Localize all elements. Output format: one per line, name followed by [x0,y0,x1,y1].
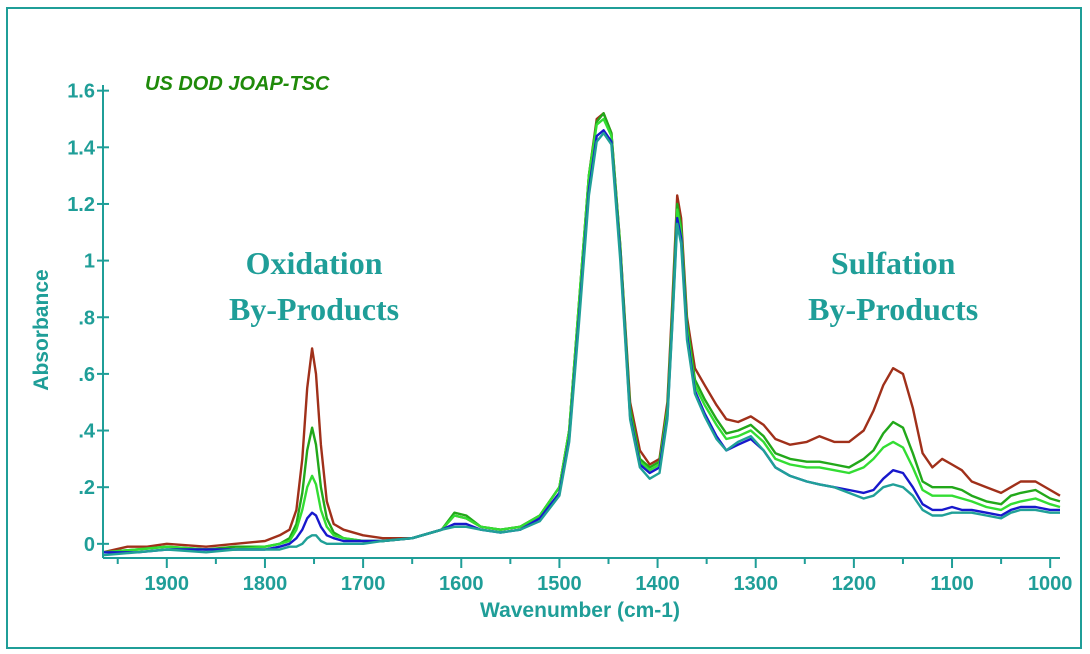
y-tick-label: 0 [84,534,95,556]
x-tick-label: 1600 [439,573,484,595]
x-tick-label: 1300 [733,573,778,595]
x-tick-label: 1200 [832,573,877,595]
spectrum-series-line-2 [102,112,1061,554]
x-tick-label: 1100 [930,573,973,595]
y-tick-label: 1 [84,251,95,273]
ticks-layer: 0 .2 .4 .6 .8 1 1.2 1.4 1.6 1900 1800 1700 1600 1500 1… [67,81,1072,595]
y-tick-label: .4 [78,421,96,443]
annotation-text: Oxidation [246,245,383,281]
x-tick-label: 1900 [145,573,190,595]
x-tick-label: 1800 [243,573,288,595]
spectrum-series-line-1 [102,112,1061,554]
annotations-layer: Oxidation By-Products Sulfation By-Products [229,245,978,327]
x-tick-label: 1700 [341,573,386,595]
y-tick-label: 1.6 [67,81,95,103]
annotation-text: By-Products [229,291,399,327]
x-axis-label: Wavenumber (cm-1) [480,599,680,622]
annotation-text: Sulfation [831,245,956,281]
y-tick-label: .8 [78,307,95,329]
y-axis-label: Absorbance [30,269,53,390]
watermark-text: US DOD JOAP-TSC [145,73,330,95]
y-tick-label: .2 [78,477,95,499]
annotation-text: By-Products [808,291,978,327]
spectrum-series-line-3 [102,117,1061,554]
y-tick-label: .6 [78,364,95,386]
x-tick-label: 1500 [537,573,582,595]
axes-layer [102,85,1060,559]
y-tick-label: 1.2 [67,194,95,216]
x-tick-label: 1400 [635,573,680,595]
chart-frame [6,7,1082,649]
spectrum-series-line-4 [103,129,1060,554]
x-tick-label: 1000 [1028,573,1073,595]
series-layer [102,112,1061,557]
spectrum-series-line-5 [102,131,1060,557]
y-tick-label: 1.4 [67,137,96,159]
